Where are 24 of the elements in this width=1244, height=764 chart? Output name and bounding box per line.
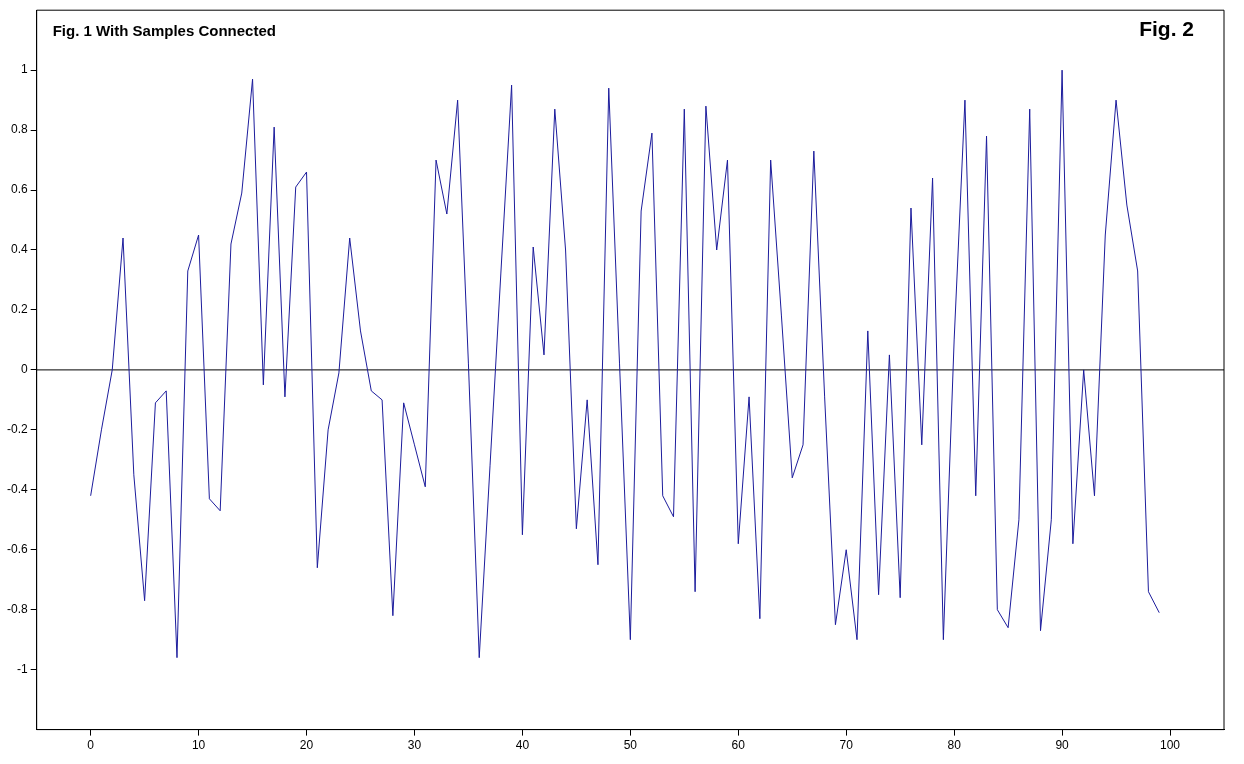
y-tick-label: 0.8 [10, 122, 28, 137]
annotation: Fig. 2 [1139, 17, 1194, 41]
y-tick-label: -0.8 [6, 602, 28, 617]
x-tick-label: 40 [515, 738, 530, 753]
x-tick-label: 80 [947, 738, 962, 753]
y-tick-label: -0.2 [6, 422, 28, 437]
x-tick-label: 20 [299, 738, 314, 753]
x-tick-label: 60 [731, 738, 746, 753]
y-tick-label: -0.6 [6, 542, 28, 557]
x-tick-label: 70 [839, 738, 854, 753]
y-tick-label: 0 [20, 362, 28, 377]
y-tick-label: -1 [17, 661, 28, 676]
y-tick-label: -0.4 [6, 482, 28, 497]
y-tick-label: 1 [20, 62, 28, 77]
y-tick-label: 0.6 [10, 182, 28, 197]
x-tick-label: 90 [1055, 738, 1070, 753]
y-tick-label: 0.2 [10, 302, 28, 317]
y-tick-label: 0.4 [10, 242, 28, 257]
x-tick-label: 50 [623, 738, 638, 753]
x-tick-label: 0 [87, 738, 95, 753]
text: Fig. 1 With Samples Connected [52, 21, 276, 39]
x-tick-label: 30 [407, 738, 422, 753]
x-tick-label: 10 [191, 738, 206, 753]
x-tick-label: 100 [1160, 738, 1181, 753]
